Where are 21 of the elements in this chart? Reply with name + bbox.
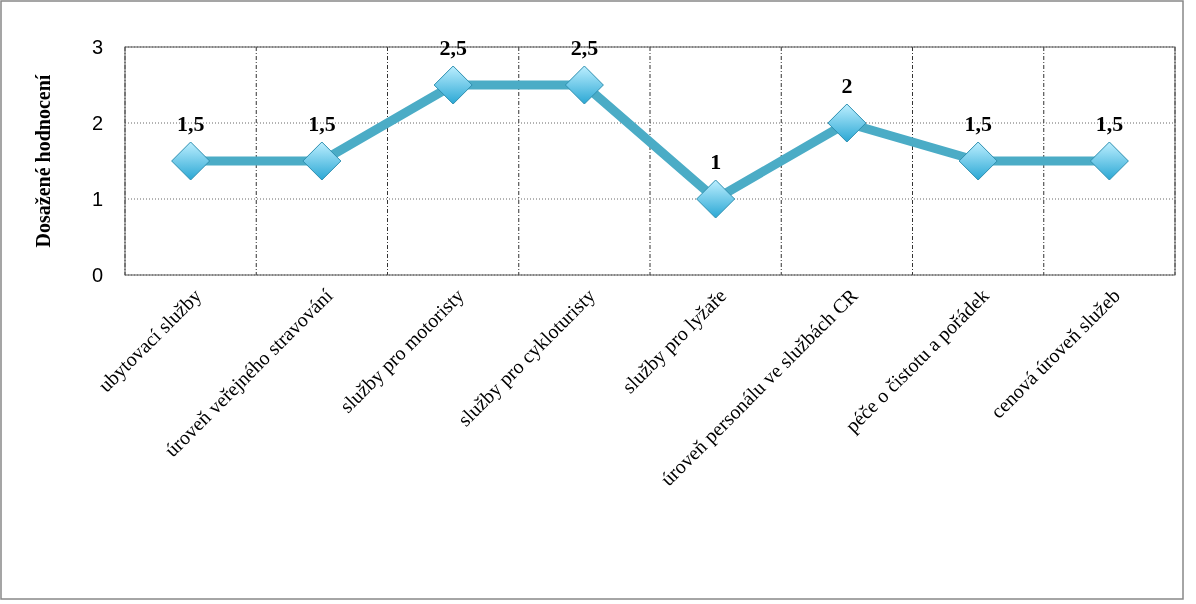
y-tick-label: 0 (91, 264, 103, 286)
y-axis-title: Dosažené hodnocení (32, 74, 54, 248)
data-label: 1,5 (964, 111, 992, 136)
y-tick-label: 2 (91, 112, 103, 134)
point (1089, 141, 1129, 181)
data-label: 1,5 (176, 111, 205, 136)
data-label: 1,5 (1095, 111, 1124, 136)
point (564, 65, 604, 105)
data-label: 1,5 (308, 111, 336, 136)
point (827, 103, 867, 143)
data-label: 2,5 (570, 35, 599, 60)
data-label: 1 (710, 149, 722, 174)
y-tick-label: 1 (91, 188, 103, 210)
data-label: 2 (841, 73, 853, 98)
point (171, 141, 211, 181)
data-label: 2,5 (439, 35, 467, 60)
point (958, 141, 998, 181)
point (302, 141, 342, 181)
point (433, 65, 473, 105)
y-tick-label: 3 (91, 36, 103, 58)
point (696, 179, 736, 219)
